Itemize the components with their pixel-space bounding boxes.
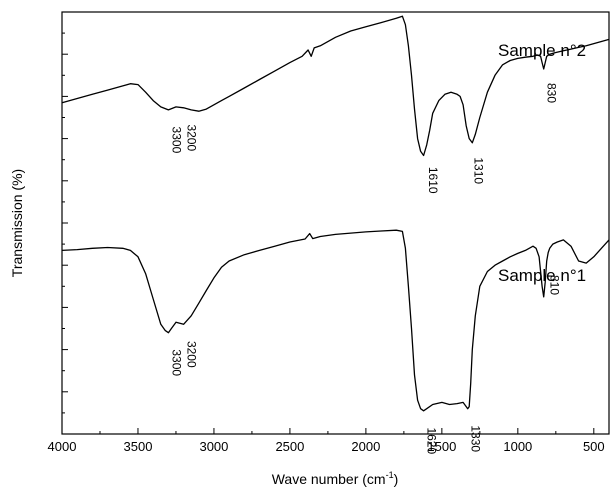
x-axis-ticks: 4000 3500 3000 2500 2000 1500 1000 500: [48, 428, 605, 454]
series-group: [61, 15, 610, 412]
x-tick-label: 4000: [48, 439, 77, 454]
x-tick-label: 1500: [427, 439, 456, 454]
x-tick-label: 500: [583, 439, 605, 454]
peak-label: 3200: [185, 341, 199, 368]
series-label: Sample n°2: [498, 41, 586, 60]
y-axis-ticks: [62, 11, 68, 435]
series-line-2: [61, 229, 610, 412]
peak-label: 1330: [469, 425, 483, 452]
y-axis-label: Transmission (%): [9, 169, 25, 277]
x-tick-label: 2000: [351, 439, 380, 454]
x-tick-label: 1000: [503, 439, 532, 454]
x-tick-label: 3000: [199, 439, 228, 454]
peak-label: 3300: [169, 349, 183, 376]
peak-label: 810: [548, 275, 562, 295]
series-labels: Sample n°2 Sample n°1: [498, 41, 586, 285]
series-label: Sample n°1: [498, 266, 586, 285]
peak-label: 1620: [425, 427, 439, 454]
x-tick-label: 2500: [275, 439, 304, 454]
plot-frame: [61, 11, 610, 435]
peak-label: 3200: [185, 124, 199, 151]
peak-label: 1610: [426, 167, 440, 194]
peak-label: 1310: [472, 157, 486, 184]
peak-label: 3300: [169, 127, 183, 154]
x-axis-label-sup: -1: [386, 470, 394, 480]
peak-label: 830: [545, 83, 559, 103]
x-axis-label: Wave number (cm-1): [272, 470, 399, 487]
x-axis-label-main: Wave number (cm: [272, 471, 386, 487]
series-line-1: [61, 15, 610, 157]
x-tick-label: 3500: [124, 439, 153, 454]
x-axis-label-close: ): [394, 471, 399, 487]
